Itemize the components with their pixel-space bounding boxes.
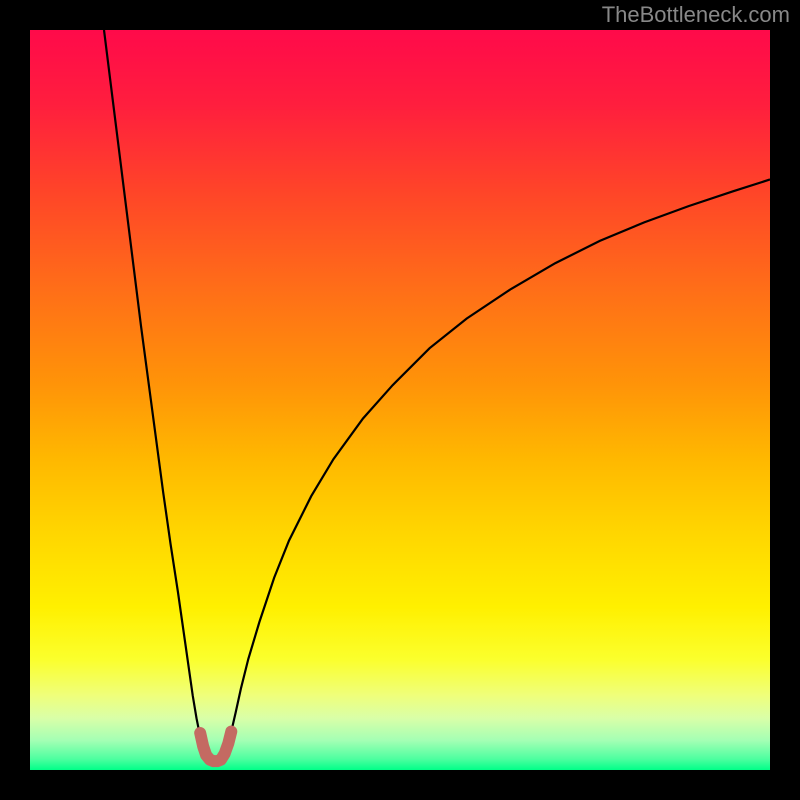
chart-container: TheBottleneck.com: [0, 0, 800, 800]
bottleneck-chart: [0, 0, 800, 800]
plot-background: [30, 30, 770, 770]
watermark-text: TheBottleneck.com: [602, 2, 790, 28]
